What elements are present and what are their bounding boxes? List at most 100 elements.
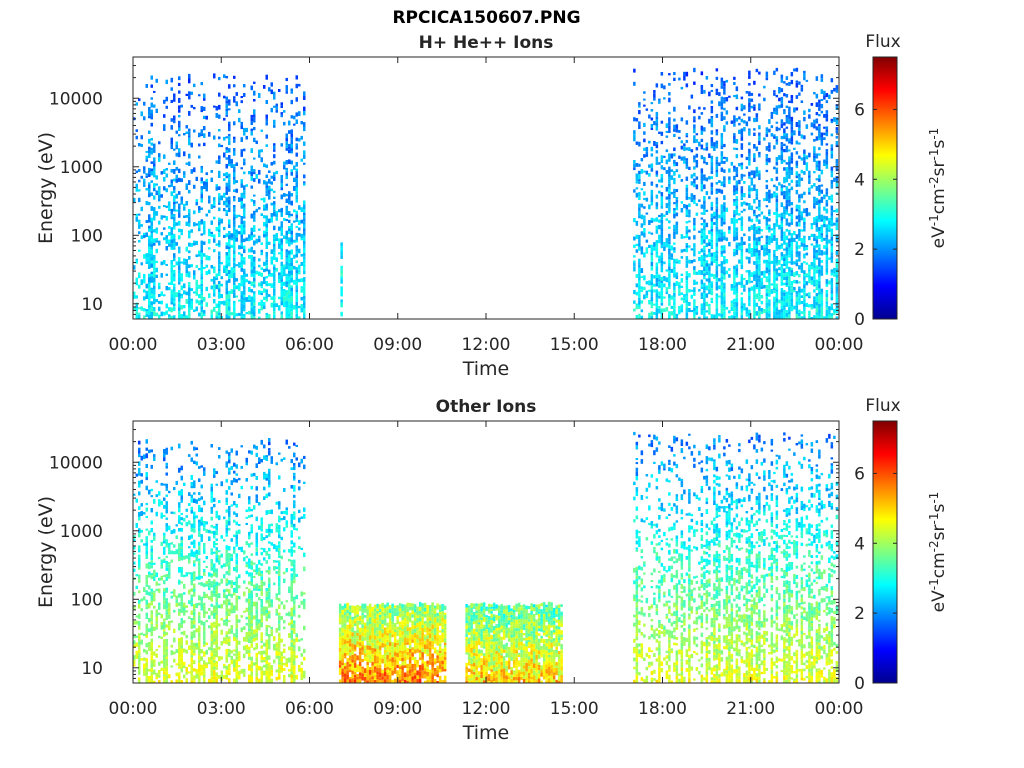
flux-cell (833, 312, 836, 316)
flux-cell (213, 475, 216, 478)
flux-cell (145, 477, 148, 481)
flux-cell (823, 215, 826, 220)
flux-cell (193, 515, 196, 520)
flux-cell (773, 259, 776, 265)
flux-cell (825, 290, 829, 294)
flux-cell (213, 249, 216, 253)
flux-cell (290, 148, 293, 151)
flux-cell (818, 299, 821, 304)
flux-cell (720, 117, 724, 121)
flux-cell (210, 664, 213, 668)
flux-cell (243, 245, 246, 250)
flux-cell (178, 647, 181, 651)
flux-cell (180, 645, 183, 649)
flux-cell (735, 190, 739, 195)
flux-cell (203, 93, 206, 98)
flux-cell (243, 270, 246, 274)
flux-cell (303, 221, 306, 225)
flux-cell (715, 188, 719, 191)
flux-cell (743, 284, 746, 289)
flux-cell (660, 244, 664, 249)
flux-cell (240, 192, 243, 198)
flux-cell (720, 250, 724, 255)
flux-cell (640, 315, 644, 319)
flux-cell (293, 209, 296, 213)
flux-cell (135, 188, 138, 192)
flux-cell (703, 196, 706, 201)
flux-cell (770, 178, 774, 182)
flux-cell (835, 222, 839, 227)
panel-title: Other Ions (436, 397, 537, 417)
flux-cell (295, 302, 298, 306)
flux-cell (820, 137, 824, 141)
flux-cell (178, 90, 181, 94)
flux-cell (815, 235, 819, 240)
flux-cell (205, 255, 208, 261)
flux-cell (198, 641, 201, 646)
flux-cell (158, 499, 161, 502)
flux-cell (183, 517, 186, 522)
flux-cell (290, 249, 293, 252)
flux-cell (285, 175, 288, 180)
flux-cell (135, 305, 138, 309)
flux-cell (710, 201, 714, 207)
flux-cell (233, 236, 236, 239)
flux-cell (698, 251, 701, 255)
flux-cell (140, 306, 143, 311)
flux-cell (775, 263, 779, 266)
flux-cell (758, 151, 761, 155)
flux-cell (198, 505, 201, 508)
flux-cell (790, 272, 794, 277)
flux-cell (835, 309, 839, 314)
flux-cell (148, 680, 151, 683)
flux-cell (265, 187, 268, 191)
flux-cell (218, 264, 221, 269)
flux-cell (273, 238, 276, 241)
flux-cell (665, 218, 669, 221)
flux-cell (165, 638, 168, 643)
flux-cell (790, 72, 794, 77)
flux-cell (755, 256, 759, 261)
flux-cell (665, 130, 669, 133)
flux-cell (783, 181, 786, 184)
flux-cell (800, 269, 804, 273)
flux-cell (703, 219, 706, 223)
flux-cell (220, 301, 223, 305)
flux-cell (633, 300, 636, 304)
flux-cell (178, 678, 181, 683)
flux-cell (215, 676, 218, 679)
flux-cell (653, 141, 656, 146)
flux-cell (655, 202, 659, 207)
flux-cell (798, 288, 801, 293)
flux-cell (815, 102, 819, 107)
flux-cell (703, 276, 706, 280)
flux-cell (735, 198, 739, 201)
flux-cell (158, 240, 161, 246)
flux-cell (138, 506, 141, 510)
flux-cell (233, 189, 236, 193)
flux-cell (165, 447, 168, 451)
flux-cell (155, 613, 158, 617)
flux-cell (700, 279, 704, 285)
flux-cell (743, 233, 746, 237)
flux-cell (695, 184, 699, 190)
flux-cell (265, 256, 268, 260)
flux-cell (190, 506, 193, 510)
flux-cell (233, 303, 236, 307)
flux-cell (825, 126, 829, 130)
flux-cell (240, 100, 243, 104)
flux-cell (138, 603, 141, 609)
flux-cell (140, 175, 143, 179)
flux-cell (223, 666, 226, 669)
flux-cell (150, 610, 153, 615)
flux-cell (643, 228, 646, 233)
flux-cell (145, 502, 148, 506)
flux-cell (210, 573, 213, 576)
flux-cell (240, 283, 243, 287)
flux-cell (710, 231, 714, 237)
flux-cell (720, 77, 724, 83)
flux-cell (228, 84, 231, 89)
flux-cell (163, 177, 166, 182)
flux-cell (715, 265, 719, 271)
flux-cell (715, 131, 719, 136)
